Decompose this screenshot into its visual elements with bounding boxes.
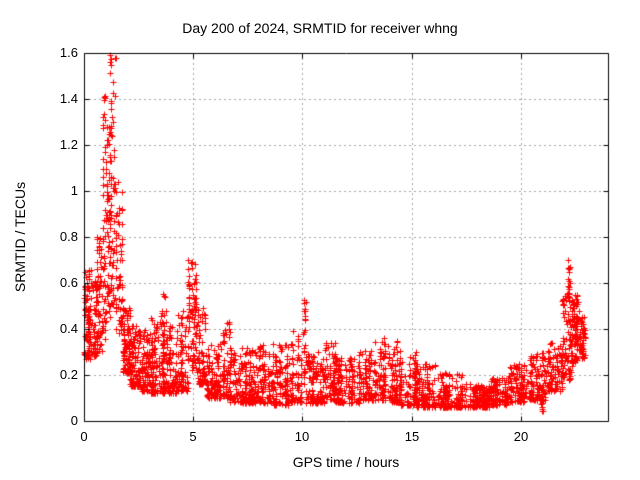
x-tick-label: 0	[80, 429, 88, 444]
x-tick-label: 10	[294, 429, 310, 444]
y-axis-label: SRMTID / TECUs	[12, 181, 28, 293]
x-tick-label: 20	[513, 429, 529, 444]
y-tick-label: 1	[70, 183, 78, 198]
x-tick-label: 5	[189, 429, 197, 444]
x-tick-label: 15	[404, 429, 420, 444]
y-tick-label: 0.2	[59, 367, 78, 382]
chart-title: Day 200 of 2024, SRMTID for receiver whn…	[182, 20, 458, 36]
y-tick-label: 1.4	[59, 91, 78, 106]
y-tick-label: 0.6	[59, 275, 78, 290]
y-tick-label: 0.8	[59, 229, 78, 244]
y-tick-label: 1.6	[59, 45, 78, 60]
y-tick-label: 0	[70, 413, 78, 428]
x-axis-label: GPS time / hours	[292, 454, 400, 470]
y-tick-label: 0.4	[59, 321, 78, 336]
y-tick-label: 1.2	[59, 137, 78, 152]
